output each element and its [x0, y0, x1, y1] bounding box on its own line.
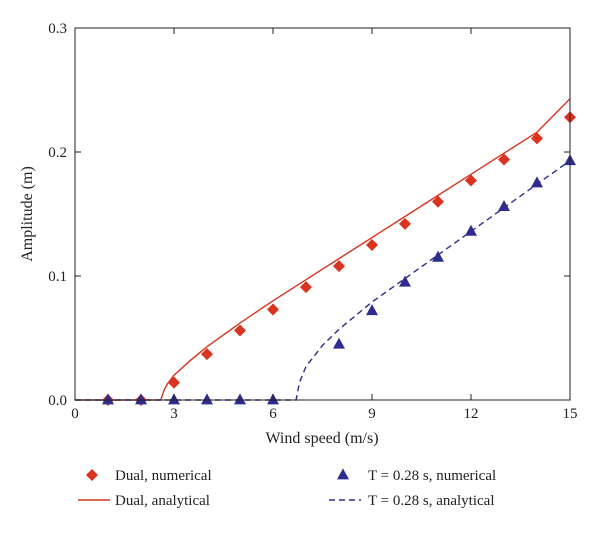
data-point-diamond: [399, 217, 411, 230]
legend-swatch-triangle: [337, 468, 349, 480]
series-markers: [102, 111, 576, 406]
data-point-triangle: [333, 337, 345, 349]
data-point-diamond: [432, 195, 444, 208]
series-markers: [102, 154, 576, 405]
data-point-triangle: [465, 224, 477, 236]
data-point-diamond: [267, 303, 279, 316]
legend-label: T = 0.28 s, analytical: [368, 493, 495, 509]
data-point-triangle: [432, 250, 444, 262]
data-point-diamond: [531, 132, 543, 145]
axes-layer: 0 3 6 9 12 15 0.0 0.1 0.2 0.3: [48, 21, 577, 422]
data-point-diamond: [465, 174, 477, 187]
series-layer: [75, 98, 576, 406]
y-axis-title: Amplitude (m): [19, 166, 36, 262]
data-point-triangle: [531, 176, 543, 188]
data-point-diamond: [201, 348, 213, 361]
legend-label: T = 0.28 s, numerical: [368, 468, 496, 484]
data-point-diamond: [234, 324, 246, 337]
x-axis-title: Wind speed (m/s): [265, 430, 378, 447]
legend-item: Dual, numerical: [86, 468, 212, 484]
data-point-triangle: [399, 275, 411, 287]
x-tick-label: 12: [464, 406, 479, 422]
legend-label: Dual, analytical: [115, 493, 210, 509]
series-line-dashed: [75, 160, 571, 401]
data-point-triangle: [102, 393, 114, 405]
data-point-diamond: [333, 260, 345, 273]
data-point-triangle: [498, 199, 510, 211]
legend-swatch-diamond: [86, 469, 98, 481]
x-tick-label: 0: [71, 406, 79, 422]
y-tick-label: 0.2: [48, 145, 67, 161]
legend: Dual, numerical T = 0.28 s, numerical Dual…: [78, 468, 496, 509]
data-point-diamond: [168, 376, 180, 389]
legend-label: Dual, numerical: [115, 468, 212, 484]
y-tick-label: 0.1: [48, 269, 67, 285]
legend-item: T = 0.28 s, analytical: [329, 493, 495, 509]
series-line: [75, 98, 571, 401]
data-point-triangle: [135, 393, 147, 405]
x-tick-label: 9: [368, 406, 376, 422]
data-point-diamond: [498, 153, 510, 166]
data-point-diamond: [300, 281, 312, 294]
plot-frame: [74, 27, 571, 401]
y-tick-label: 0.3: [48, 21, 67, 37]
legend-item: T = 0.28 s, numerical: [337, 468, 496, 484]
data-point-diamond: [366, 239, 378, 251]
x-tick-label: 15: [563, 406, 578, 422]
legend-item: Dual, analytical: [78, 493, 210, 509]
data-point-triangle: [366, 304, 378, 316]
data-point-triangle: [201, 393, 213, 405]
data-point-triangle: [234, 393, 246, 405]
x-tick-label: 3: [170, 406, 178, 422]
y-tick-label: 0.0: [48, 393, 67, 409]
x-tick-label: 6: [269, 406, 277, 422]
